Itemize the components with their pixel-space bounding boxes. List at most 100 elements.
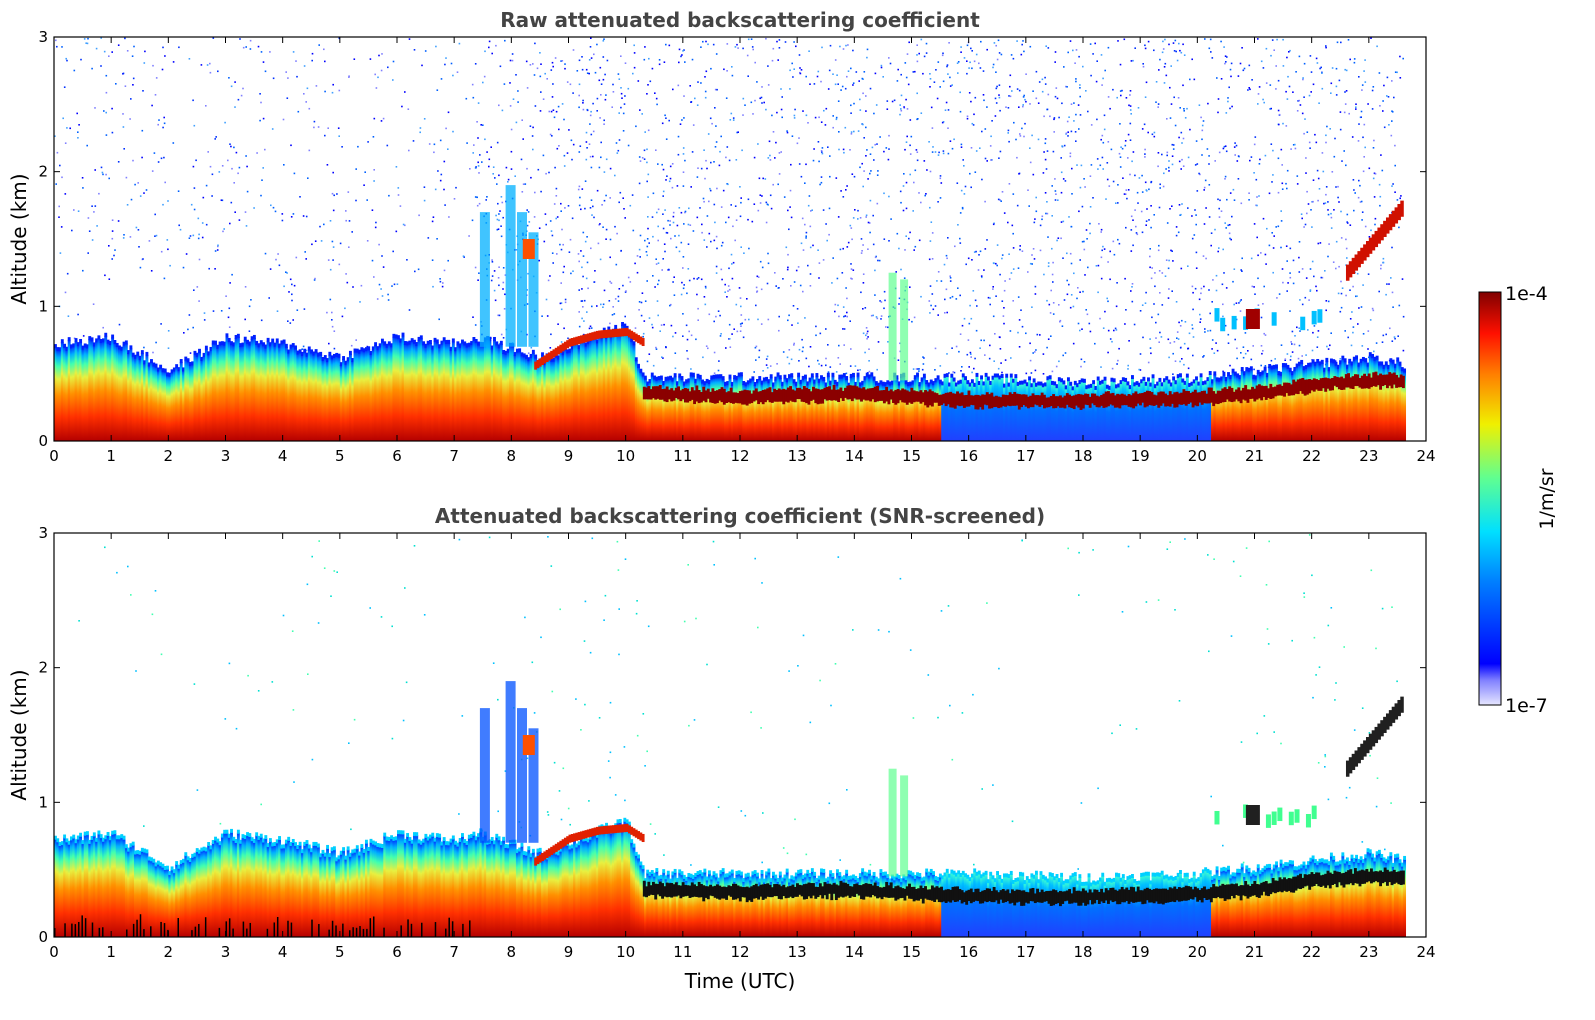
noise-pixel <box>545 298 548 301</box>
boundary-layer-column <box>1181 381 1185 441</box>
layer-edge <box>941 381 945 386</box>
noise-pixel <box>1157 106 1159 108</box>
noise-pixel <box>997 367 1000 370</box>
noise-pixel <box>1389 327 1391 330</box>
noise-pixel <box>1079 291 1081 293</box>
noise-pixel <box>849 224 852 227</box>
noise-pixel <box>1107 96 1110 98</box>
noise-pixel <box>1272 247 1275 249</box>
noise-pixel <box>532 63 534 65</box>
noise-pixel <box>1211 348 1213 350</box>
noise-pixel <box>1018 173 1020 175</box>
noise-pixel <box>1150 352 1152 355</box>
boundary-layer-column <box>895 378 899 441</box>
noise-pixel <box>547 279 550 282</box>
noise-pixel <box>942 121 945 123</box>
noise-pixel <box>847 70 850 72</box>
noise-pixel <box>827 371 830 373</box>
layer-edge <box>1380 361 1384 366</box>
noise-pixel <box>900 94 903 97</box>
noise-pixel <box>747 218 749 221</box>
noise-pixel <box>578 106 580 109</box>
layer-edge <box>842 373 846 378</box>
stable-layer <box>1246 389 1250 403</box>
noise-pixel <box>643 149 646 152</box>
stable-layer <box>967 390 971 407</box>
noise-pixel <box>1391 80 1393 82</box>
noise-pixel <box>1075 113 1077 116</box>
noise-pixel <box>521 119 523 121</box>
noise-pixel <box>1242 346 1245 348</box>
boundary-layer-column <box>1172 379 1176 441</box>
noise-pixel <box>1067 131 1069 133</box>
boundary-layer-column <box>124 343 128 441</box>
layer-edge <box>1391 359 1395 364</box>
layer-edge <box>1195 376 1198 381</box>
noise-pixel <box>620 92 623 95</box>
noise-pixel <box>1025 372 1028 375</box>
noise-pixel <box>1186 107 1188 110</box>
layer-edge <box>982 381 986 386</box>
noise-pixel <box>727 285 730 287</box>
layer-edge <box>1169 382 1173 387</box>
layer-edge <box>659 375 663 380</box>
noise-pixel <box>969 351 972 354</box>
noise-pixel <box>944 298 946 301</box>
noise-pixel <box>667 268 670 271</box>
noise-pixel <box>842 247 844 250</box>
layer-edge <box>790 373 794 378</box>
noise-pixel <box>1077 104 1080 106</box>
noise-pixel <box>1376 45 1378 48</box>
noise-pixel <box>832 126 834 129</box>
noise-pixel <box>54 135 56 137</box>
stable-layer <box>1109 393 1113 405</box>
noise-pixel <box>1023 94 1025 97</box>
noise-pixel <box>1296 183 1299 185</box>
boundary-layer-column <box>479 344 483 441</box>
noise-pixel <box>679 123 682 125</box>
noise-pixel <box>1373 196 1376 198</box>
boundary-layer-column <box>1016 384 1020 441</box>
noise-pixel <box>1102 141 1105 144</box>
noise-pixel <box>930 221 933 223</box>
stable-layer <box>930 391 934 407</box>
noise-pixel <box>1158 244 1160 247</box>
noise-pixel <box>920 38 923 41</box>
boundary-layer-column <box>1336 367 1340 441</box>
noise-pixel <box>502 337 505 339</box>
noise-pixel <box>71 229 73 232</box>
layer-edge <box>719 374 723 379</box>
layer-edge <box>364 347 368 352</box>
layer-edge <box>643 375 647 380</box>
layer-edge <box>1014 374 1018 379</box>
noise-pixel <box>497 277 500 279</box>
noise-pixel <box>1363 156 1365 158</box>
layer-edge <box>161 368 165 373</box>
noise-pixel <box>1180 168 1182 170</box>
noise-pixel <box>285 271 287 273</box>
stable-layer <box>860 388 863 402</box>
noise-pixel <box>718 360 720 362</box>
layer-edge <box>451 338 455 343</box>
boundary-layer-column <box>54 347 57 441</box>
noise-pixel <box>898 303 900 305</box>
layer-edge <box>239 343 243 348</box>
noise-pixel <box>637 80 640 82</box>
noise-pixel <box>1290 341 1292 343</box>
noise-pixel <box>691 58 694 61</box>
noise-pixel <box>129 236 132 238</box>
noise-pixel <box>372 136 375 138</box>
noise-pixel <box>291 283 293 286</box>
noise-pixel <box>938 151 940 154</box>
boundary-layer-column <box>1032 381 1036 441</box>
noise-pixel <box>1393 96 1395 99</box>
boundary-layer-column <box>1115 387 1118 441</box>
layer-edge <box>415 342 419 347</box>
boundary-layer-column <box>255 343 259 441</box>
noise-pixel <box>1204 38 1206 40</box>
noise-pixel <box>1016 40 1018 42</box>
noise-pixel <box>552 109 555 111</box>
noise-pixel <box>1272 149 1274 152</box>
noise-pixel <box>655 149 657 151</box>
stable-layer <box>1383 374 1387 386</box>
